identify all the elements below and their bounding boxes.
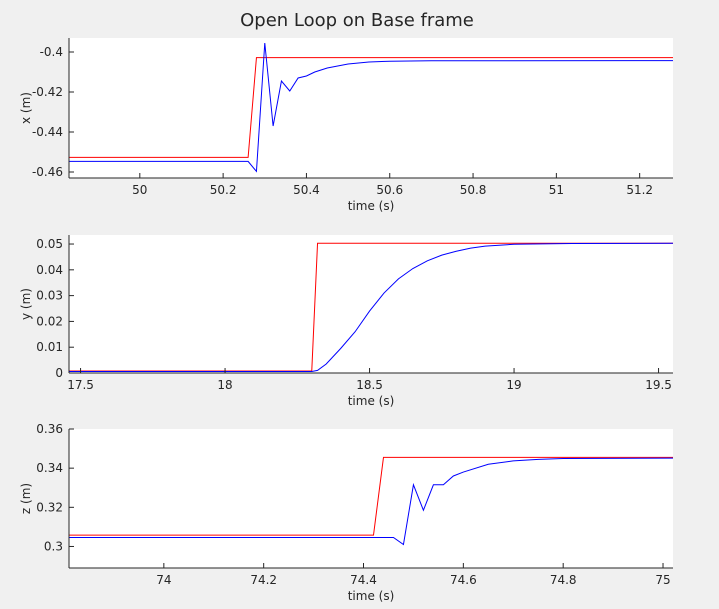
- x-tick-label: 17.5: [67, 378, 94, 392]
- plot-area: [69, 38, 673, 178]
- y-tick-label: 0.01: [36, 340, 63, 354]
- subplot-y: 17.5 18 18.5 19 19.5 0 0.01 0.02 0.03 0.04 0.05 tim…: [19, 235, 673, 408]
- x-tick-label: 50.6: [376, 183, 403, 197]
- x-tick-label: 74: [156, 573, 171, 587]
- x-tick-label: 51.2: [626, 183, 653, 197]
- x-tick-label: 19: [506, 378, 521, 392]
- figure-title: Open Loop on Base frame: [240, 10, 474, 31]
- y-tick-label: -0.42: [32, 85, 63, 99]
- x-tick-label: 19.5: [645, 378, 672, 392]
- y-tick-label: 0.34: [36, 461, 63, 475]
- x-tick-label: 74.2: [250, 573, 277, 587]
- y-axis-label: x (m): [19, 92, 33, 124]
- x-tick-label: 75: [655, 573, 670, 587]
- reference-series-line: [69, 57, 673, 158]
- x-tick-label: 50: [132, 183, 147, 197]
- reference-series-line: [69, 456, 673, 536]
- x-tick-label: 74.6: [450, 573, 477, 587]
- y-tick-label: -0.46: [32, 165, 63, 179]
- subplot-z: 74 74.2 74.4 74.6 74.8 75 0.3 0.32 0.34 0.36 time …: [19, 422, 673, 603]
- plot-area: [69, 429, 673, 568]
- response-series-line: [69, 242, 673, 372]
- y-tick-label: 0.05: [36, 237, 63, 251]
- x-axis-label: time (s): [348, 589, 395, 603]
- x-tick-label: 18: [217, 378, 232, 392]
- y-tick-label: 0.03: [36, 289, 63, 303]
- x-axis-label: time (s): [348, 199, 395, 213]
- x-axis-label: time (s): [348, 394, 395, 408]
- x-tick-label: 50.4: [293, 183, 320, 197]
- y-tick-label: 0: [55, 366, 63, 380]
- y-tick-label: 0.3: [44, 539, 63, 553]
- y-tick-label: 0.36: [36, 422, 63, 436]
- subplot-x: 50 50.2 50.4 50.6 50.8 51 51.2 -0.46 -0.44 -0.42 -…: [19, 38, 673, 213]
- response-series-line: [69, 42, 673, 173]
- y-tick-label: 0.04: [36, 263, 63, 277]
- y-tick-label: 0.02: [36, 314, 63, 328]
- x-tick-label: 50.8: [460, 183, 487, 197]
- plot-area: [69, 235, 673, 373]
- x-tick-label: 74.4: [350, 573, 377, 587]
- x-tick-label: 18.5: [356, 378, 383, 392]
- y-tick-label: -0.44: [32, 125, 63, 139]
- x-tick-label: 50.2: [210, 183, 237, 197]
- y-tick-label: -0.4: [40, 45, 63, 59]
- y-axis-label: y (m): [19, 288, 33, 320]
- reference-series-line: [69, 242, 673, 372]
- y-tick-label: 0.32: [36, 500, 63, 514]
- x-tick-label: 51: [549, 183, 564, 197]
- response-series-line: [69, 457, 673, 546]
- x-tick-label: 74.8: [550, 573, 577, 587]
- y-axis-label: z (m): [19, 483, 33, 514]
